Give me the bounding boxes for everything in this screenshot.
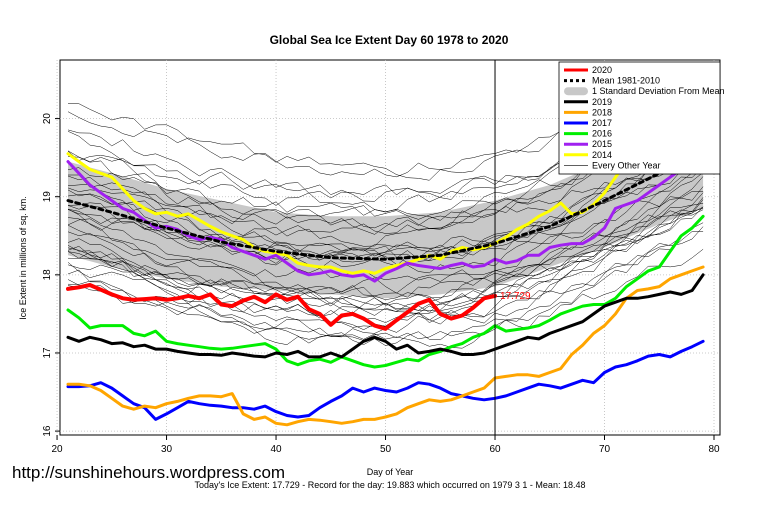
y-tick-label: 18 [42,269,53,281]
legend-label: 2017 [592,118,612,128]
legend-swatch [564,87,588,96]
background-year-line [67,158,704,257]
background-year-line [67,138,704,255]
x-tick-label: 50 [380,444,392,455]
y-axis-ticks: 16 17 18 19 20 [42,113,60,437]
series-line-2014 [66,109,705,275]
y-tick-label: 17 [42,347,53,359]
legend-label: Mean 1981-2010 [592,76,660,86]
background-year-line [67,145,704,269]
series-line-2017 [66,339,705,421]
background-year-line [67,208,704,305]
x-tick-label: 20 [51,444,63,455]
footer-summary: Today's Ice Extent: 17.729 - Record for … [195,480,586,490]
background-year-line [67,206,704,316]
y-tick-label: 20 [42,113,53,125]
legend-label: 2016 [592,129,612,139]
x-axis-ticks: 20 30 40 50 60 70 80 [51,435,720,455]
y-tick-label: 19 [42,191,53,203]
series-line-2016 [66,214,705,369]
series-line-mean-1981-2010 [66,148,705,261]
chart-title: Global Sea Ice Extent Day 60 1978 to 202… [270,33,509,47]
x-tick-label: 80 [708,444,720,455]
background-year-line [67,206,704,311]
background-year-line [67,203,704,323]
legend-label: 2019 [592,97,612,107]
legend-label: 2018 [592,107,612,117]
series-line-2015 [66,140,705,283]
background-year-line [67,231,704,346]
legend-label: 2015 [592,139,612,149]
y-tick-label: 16 [42,425,53,437]
x-tick-label: 30 [161,444,173,455]
today-annotation: 17.729 [500,291,531,302]
sd-band-area [68,122,704,299]
series-lines [66,109,705,427]
background-year-line [67,161,704,282]
background-year-line [67,167,704,274]
legend-label: 1 Standard Deviation From Mean [592,86,725,96]
sd-band [68,122,704,299]
background-year-line [67,172,704,300]
series-line-2019 [66,273,705,359]
background-year-line [67,249,704,349]
series-line-2020 [66,283,497,331]
background-year-line [68,131,704,247]
x-axis-label: Day of Year [367,467,414,477]
background-year-line [67,147,704,259]
x-tick-label: 60 [489,444,501,455]
background-year-line [67,226,704,341]
background-year-line [67,209,704,330]
series-line-2018 [66,265,705,427]
x-tick-label: 40 [270,444,282,455]
legend-label: Every Other Year [592,160,661,170]
legend-label: 2020 [592,65,612,75]
legend-label: 2014 [592,150,612,160]
watermark: http://sunshinehours.wordpress.com [12,463,285,482]
background-year-line [67,197,704,317]
y-axis-label: Ice Extent in millions of sq. km. [18,196,28,320]
background-year-line [67,192,704,314]
x-tick-label: 70 [599,444,611,455]
